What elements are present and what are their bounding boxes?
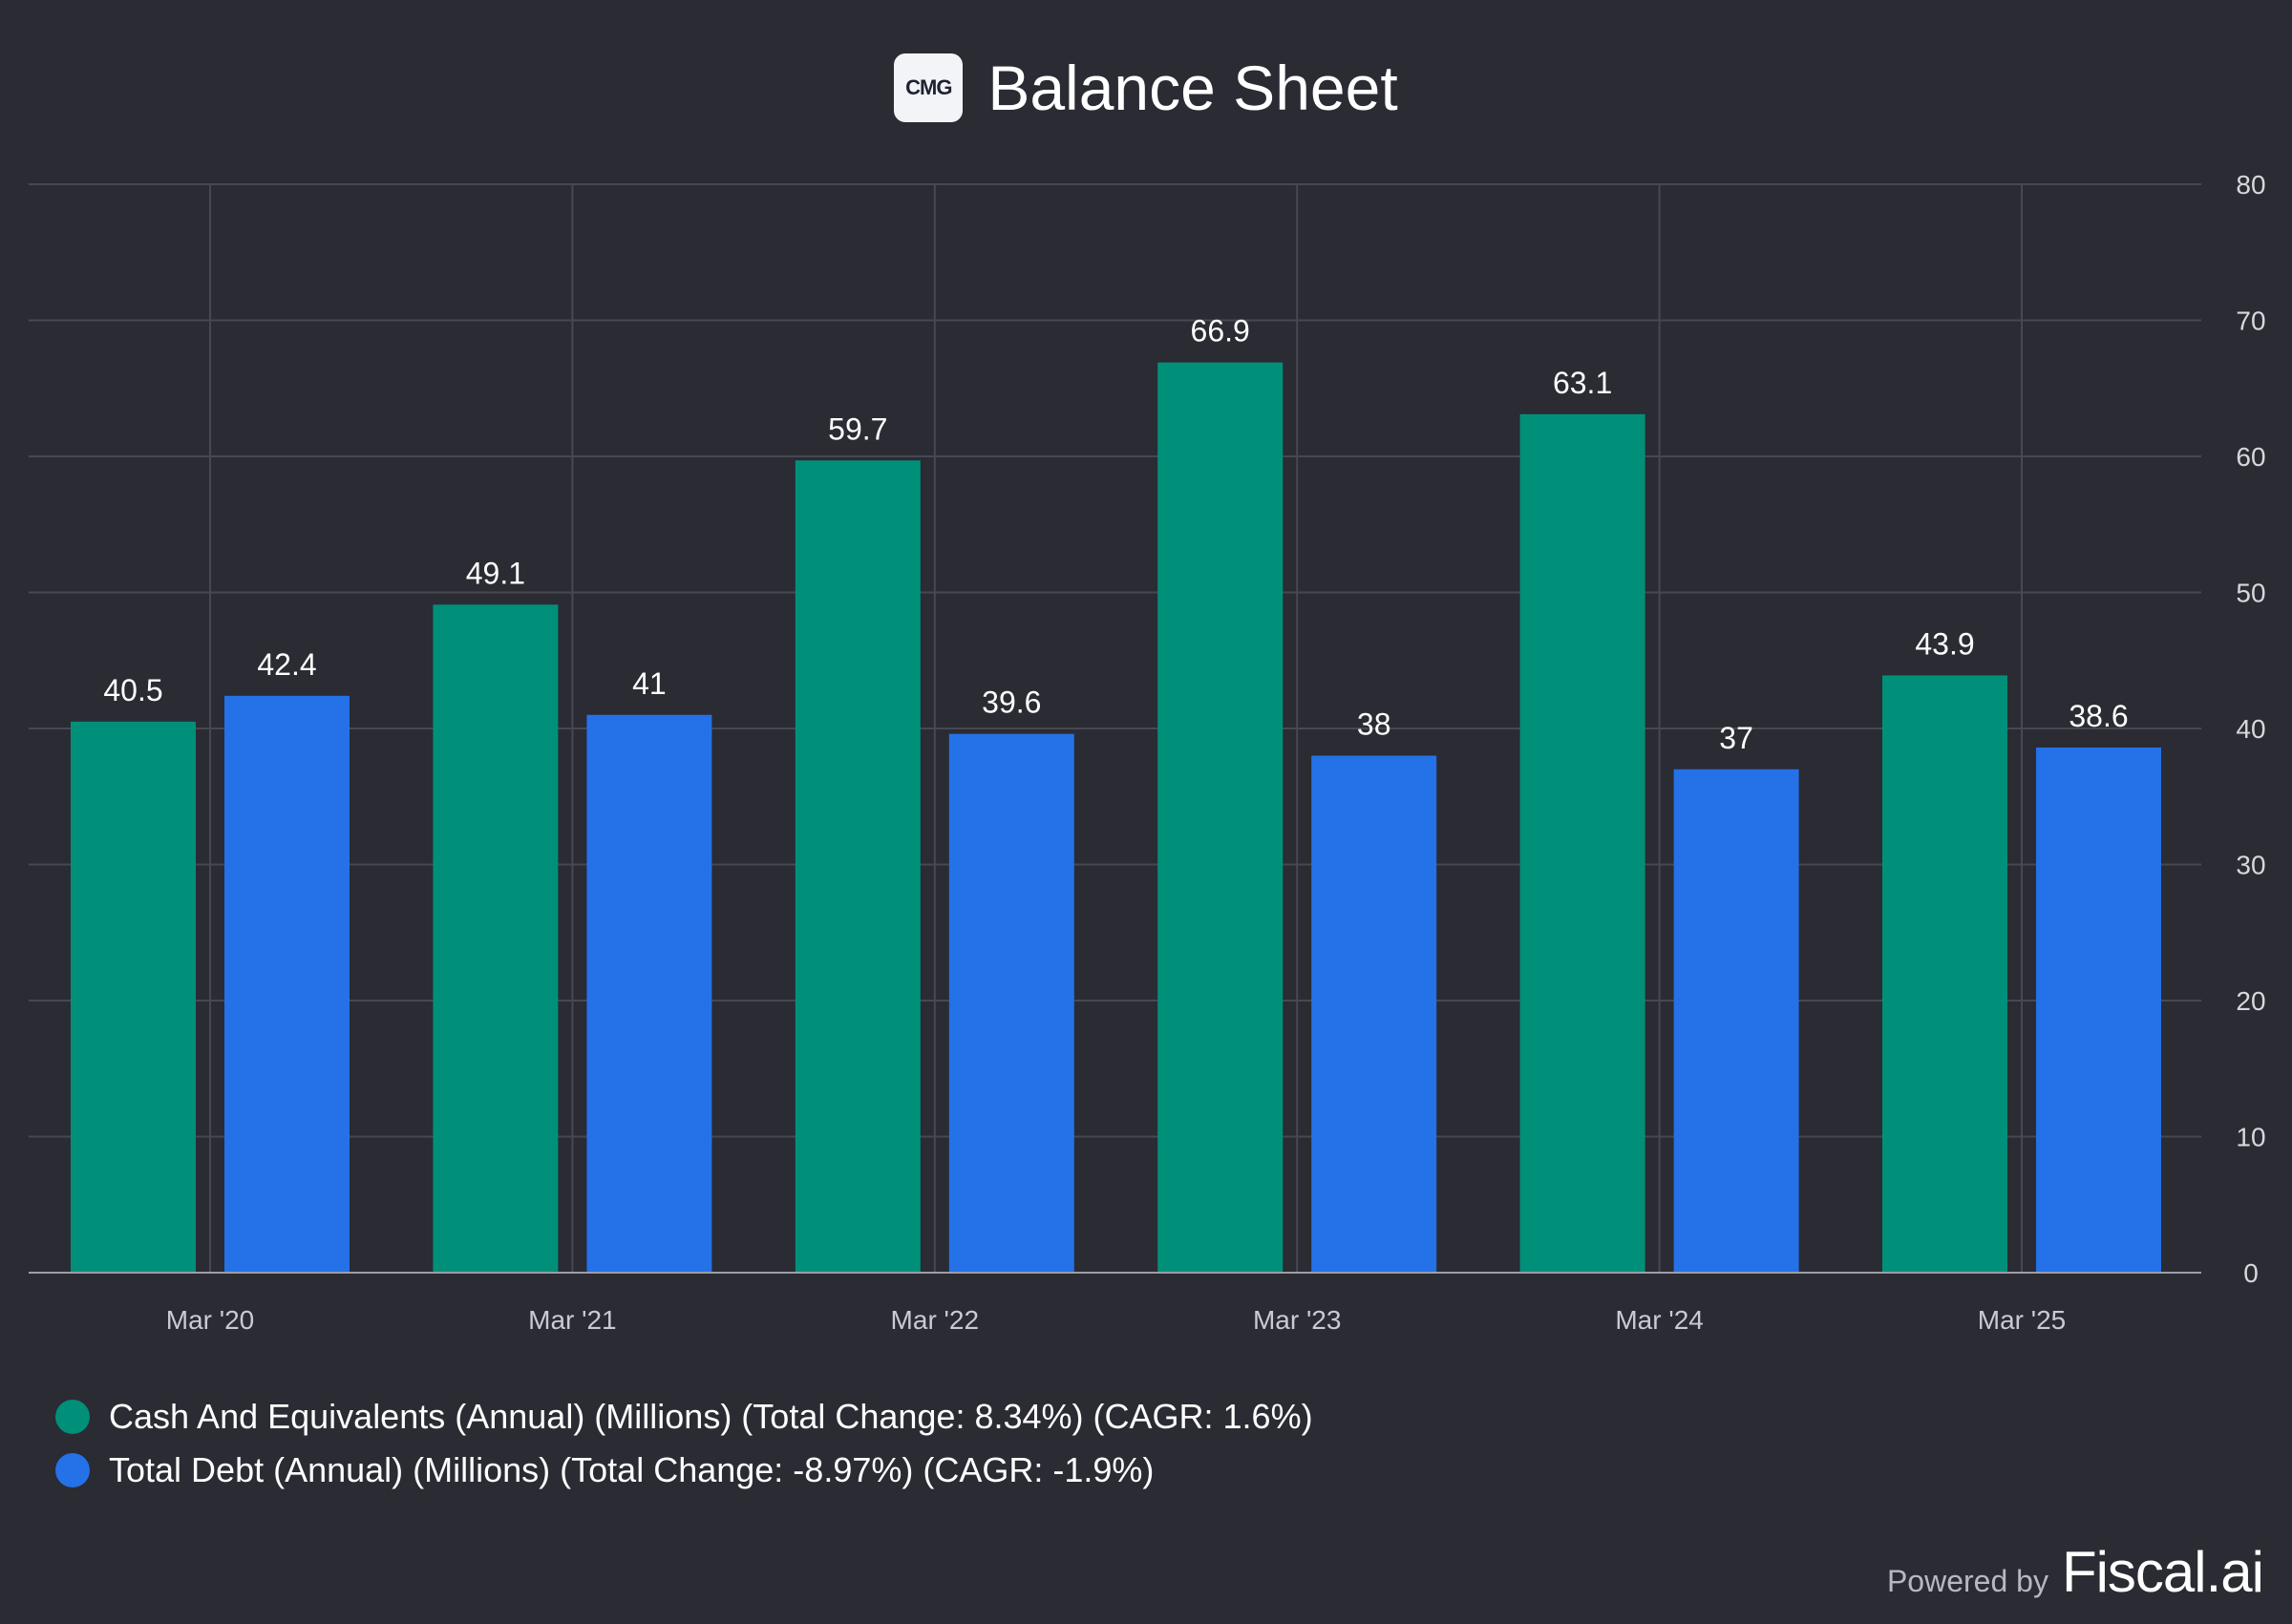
x-tick-label: Mar '22: [891, 1305, 980, 1335]
x-axis: Mar '20 Mar '21 Mar '22 Mar '23 Mar '24 Mar '…: [29, 1272, 2201, 1335]
bar-debt: [586, 714, 712, 1273]
footer: Powered by Fiscal.ai: [1886, 1539, 2264, 1605]
bar-debt: [1311, 755, 1437, 1273]
bar-debt: [1673, 769, 1799, 1273]
y-tick-label: 50: [2236, 579, 2265, 608]
legend-dot-debt: [55, 1453, 90, 1487]
y-tick-label: 10: [2236, 1123, 2265, 1152]
legend-label-cash: Cash And Equivalents (Annual) (Millions)…: [109, 1397, 1313, 1436]
data-label: 59.7: [828, 411, 887, 446]
legend-dot-cash: [55, 1400, 90, 1434]
data-label: 40.5: [103, 673, 162, 707]
brand-logo[interactable]: Fiscal.ai: [2061, 1540, 2264, 1604]
y-tick-label: 60: [2236, 442, 2265, 472]
bar-cash: [1882, 675, 2007, 1273]
legend-label-debt: Total Debt (Annual) (Millions) (Total Ch…: [109, 1450, 1155, 1489]
y-tick-label: 70: [2236, 306, 2265, 336]
grid: [29, 183, 2201, 1273]
data-label: 49.1: [466, 556, 525, 590]
bar-cash: [1519, 413, 1645, 1273]
company-logo: CMG: [894, 53, 964, 122]
data-label: 38: [1357, 707, 1391, 742]
x-tick-label: Mar '25: [1978, 1305, 2067, 1335]
bar-debt: [948, 733, 1074, 1273]
y-tick-label: 0: [2243, 1258, 2259, 1288]
y-tick-label: 30: [2236, 851, 2265, 880]
data-label: 41: [632, 666, 667, 701]
powered-by-text: Powered by: [1886, 1564, 2048, 1598]
bar-cash: [795, 460, 921, 1273]
bar-chart: 40.5 49.1 59.7 66.9 63.1 43.9 42.4 41 39.6 38 37 38…: [29, 170, 2266, 1335]
data-label: 63.1: [1553, 366, 1612, 400]
data-label: 38.6: [2069, 699, 2128, 733]
legend: Cash And Equivalents (Annual) (Millions)…: [55, 1390, 1313, 1497]
x-tick-label: Mar '21: [528, 1305, 617, 1335]
y-tick-label: 80: [2236, 170, 2265, 200]
y-tick-label: 20: [2236, 986, 2265, 1016]
bars: [71, 362, 2161, 1273]
y-axis: 0 10 20 30 40 50 60 70 80: [2236, 170, 2265, 1288]
y-tick-label: 40: [2236, 714, 2265, 744]
data-label: 42.4: [257, 647, 316, 682]
data-label: 39.6: [982, 685, 1041, 720]
legend-item-debt[interactable]: Total Debt (Annual) (Millions) (Total Ch…: [55, 1444, 1313, 1497]
bar-cash: [433, 604, 559, 1273]
data-label: 66.9: [1191, 314, 1250, 348]
data-labels: 40.5 49.1 59.7 66.9 63.1 43.9 42.4 41 39.6 38 37 38…: [103, 314, 2128, 755]
x-tick-label: Mar '24: [1615, 1305, 1704, 1335]
data-label: 43.9: [1915, 626, 1974, 661]
bar-cash: [1157, 362, 1284, 1273]
title-row: CMG Balance Sheet: [0, 50, 2292, 126]
legend-item-cash[interactable]: Cash And Equivalents (Annual) (Millions)…: [55, 1390, 1313, 1444]
chart-title: Balance Sheet: [987, 53, 1398, 123]
x-tick-label: Mar '20: [166, 1305, 255, 1335]
x-tick-label: Mar '23: [1253, 1305, 1342, 1335]
bar-cash: [71, 721, 196, 1273]
data-label: 37: [1719, 721, 1753, 755]
bar-debt: [224, 695, 350, 1273]
bar-debt: [2036, 747, 2161, 1273]
